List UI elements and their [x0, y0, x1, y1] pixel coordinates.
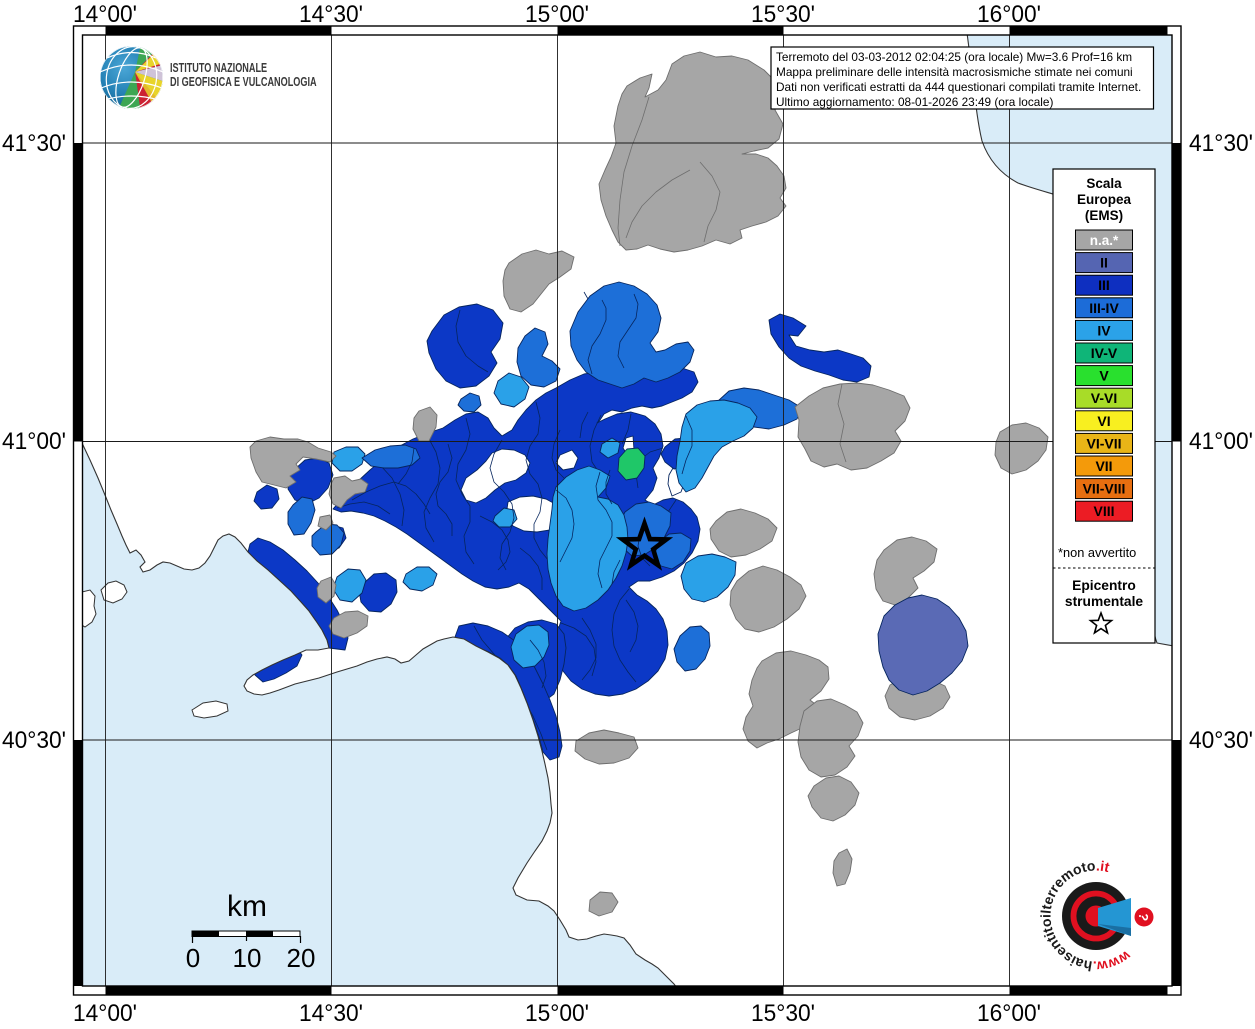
svg-text:V: V — [1099, 368, 1109, 384]
svg-text:14°00': 14°00' — [73, 1, 137, 28]
svg-text:16°00': 16°00' — [977, 1, 1041, 28]
svg-text:ISTITUTO NAZIONALE: ISTITUTO NAZIONALE — [170, 62, 267, 76]
svg-text:41°00': 41°00' — [2, 428, 66, 455]
svg-text:(EMS): (EMS) — [1085, 208, 1123, 223]
svg-text:15°30': 15°30' — [751, 1, 815, 28]
svg-text:Europea: Europea — [1077, 192, 1132, 207]
svg-text:41°30': 41°30' — [1189, 130, 1253, 157]
svg-text:km: km — [227, 890, 267, 923]
svg-text:III-IV: III-IV — [1089, 300, 1119, 316]
svg-text:V-VI: V-VI — [1091, 390, 1117, 406]
svg-text:strumentale: strumentale — [1065, 594, 1144, 609]
svg-text:IV-V: IV-V — [1091, 345, 1118, 361]
svg-text:*non avvertito: *non avvertito — [1058, 545, 1136, 560]
svg-text:41°30': 41°30' — [2, 130, 66, 157]
svg-text:14°30': 14°30' — [299, 1, 363, 28]
svg-text:IV: IV — [1097, 322, 1111, 338]
svg-text:III: III — [1098, 277, 1110, 293]
svg-text:10: 10 — [233, 943, 262, 973]
svg-text:VII-VIII: VII-VIII — [1083, 481, 1126, 497]
svg-text:Epicentro: Epicentro — [1072, 578, 1136, 593]
svg-text:Terremoto del 03-03-2012 02:04: Terremoto del 03-03-2012 02:04:25 (ora l… — [776, 50, 1132, 64]
svg-text:?: ? — [1135, 912, 1151, 922]
svg-text:14°30': 14°30' — [299, 1000, 363, 1024]
svg-text:0: 0 — [186, 943, 200, 973]
svg-text:Scala: Scala — [1086, 176, 1122, 191]
svg-text:Dati non verificati estratti d: Dati non verificati estratti da 444 ques… — [776, 80, 1141, 94]
svg-text:40°30': 40°30' — [1189, 727, 1253, 754]
svg-text:DI GEOFISICA E VULCANOLOGIA: DI GEOFISICA E VULCANOLOGIA — [170, 76, 317, 90]
svg-text:VI-VII: VI-VII — [1086, 435, 1121, 451]
svg-text:16°00': 16°00' — [977, 1000, 1041, 1024]
svg-text:15°30': 15°30' — [751, 1000, 815, 1024]
svg-text:n.a.*: n.a.* — [1090, 233, 1119, 248]
svg-text:VIII: VIII — [1093, 503, 1114, 519]
svg-text:14°00': 14°00' — [73, 1000, 137, 1024]
svg-text:Ultimo aggiornamento: 08-01-20: Ultimo aggiornamento: 08-01-2026 23:49 (… — [776, 95, 1053, 109]
svg-text:VI: VI — [1097, 413, 1110, 429]
svg-text:Mappa preliminare delle intens: Mappa preliminare delle intensità macros… — [776, 65, 1133, 79]
svg-text:15°00': 15°00' — [525, 1, 589, 28]
svg-text:20: 20 — [287, 943, 316, 973]
svg-text:II: II — [1100, 255, 1108, 271]
svg-text:VII: VII — [1095, 458, 1112, 474]
svg-text:40°30': 40°30' — [2, 727, 66, 754]
svg-text:15°00': 15°00' — [525, 1000, 589, 1024]
svg-text:41°00': 41°00' — [1189, 428, 1253, 455]
